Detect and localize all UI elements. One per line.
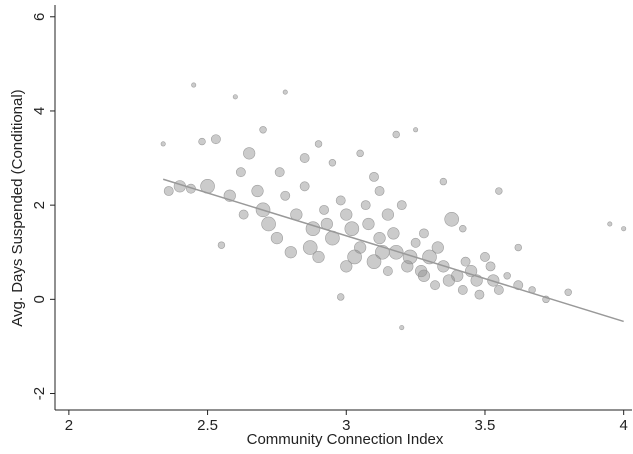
point — [382, 266, 393, 276]
point — [261, 216, 276, 232]
point — [460, 256, 471, 267]
point — [284, 246, 297, 259]
point — [410, 237, 421, 248]
point — [243, 147, 256, 160]
point — [474, 289, 485, 300]
point — [373, 232, 386, 245]
point — [401, 260, 414, 273]
point — [503, 272, 511, 280]
point — [396, 200, 407, 211]
point — [399, 325, 405, 331]
point — [302, 240, 318, 255]
x-tick-label: 2 — [65, 417, 73, 434]
point — [299, 153, 310, 163]
y-tick-label: 0 — [31, 295, 48, 303]
point — [210, 134, 221, 145]
x-tick-label: 2.5 — [197, 417, 218, 434]
point — [431, 241, 444, 254]
point — [374, 186, 385, 196]
point — [340, 208, 353, 221]
point — [238, 209, 249, 220]
point — [299, 181, 310, 192]
point — [444, 211, 459, 227]
point — [274, 167, 285, 178]
point — [251, 184, 264, 198]
point — [347, 249, 362, 265]
point — [564, 288, 572, 296]
point — [191, 82, 197, 88]
x-tick-label: 4 — [620, 417, 628, 434]
y-tick-label: 6 — [31, 13, 48, 21]
point — [163, 186, 174, 196]
point — [160, 141, 166, 147]
point — [362, 217, 375, 231]
point — [495, 187, 503, 195]
point — [439, 177, 448, 186]
point — [459, 224, 467, 233]
point — [381, 208, 394, 221]
point — [514, 243, 522, 252]
point — [335, 195, 346, 206]
point — [340, 260, 353, 273]
point — [217, 241, 226, 249]
point — [621, 226, 627, 232]
point — [415, 264, 428, 278]
point — [360, 200, 371, 211]
y-axis-label: Avg. Days Suspended (Conditional) — [9, 89, 26, 326]
y-tick-label: 4 — [31, 107, 48, 115]
y-tick-label: -2 — [31, 387, 48, 400]
point — [369, 171, 379, 182]
point — [387, 227, 400, 240]
point — [314, 140, 323, 148]
point — [607, 221, 613, 227]
point — [413, 127, 419, 133]
point — [328, 159, 337, 167]
point — [430, 280, 440, 291]
point — [493, 285, 504, 295]
point — [356, 149, 364, 158]
point — [282, 89, 288, 95]
point — [480, 252, 490, 262]
point — [232, 94, 238, 100]
point — [259, 126, 267, 134]
x-tick-label: 3 — [342, 417, 350, 434]
point — [337, 293, 345, 301]
point — [392, 130, 400, 139]
point — [344, 221, 360, 236]
point — [198, 137, 206, 146]
point — [319, 204, 329, 215]
point — [485, 261, 496, 272]
point — [312, 250, 325, 264]
x-tick-label: 3.5 — [475, 417, 496, 434]
point — [442, 274, 456, 287]
y-tick-label: 2 — [31, 201, 48, 209]
point — [270, 232, 284, 245]
point — [457, 285, 468, 295]
point — [235, 167, 246, 178]
point — [419, 228, 429, 239]
fit-line — [162, 178, 624, 323]
point — [366, 254, 382, 269]
x-axis-label: Community Connection Index — [247, 431, 444, 448]
point — [280, 190, 291, 201]
